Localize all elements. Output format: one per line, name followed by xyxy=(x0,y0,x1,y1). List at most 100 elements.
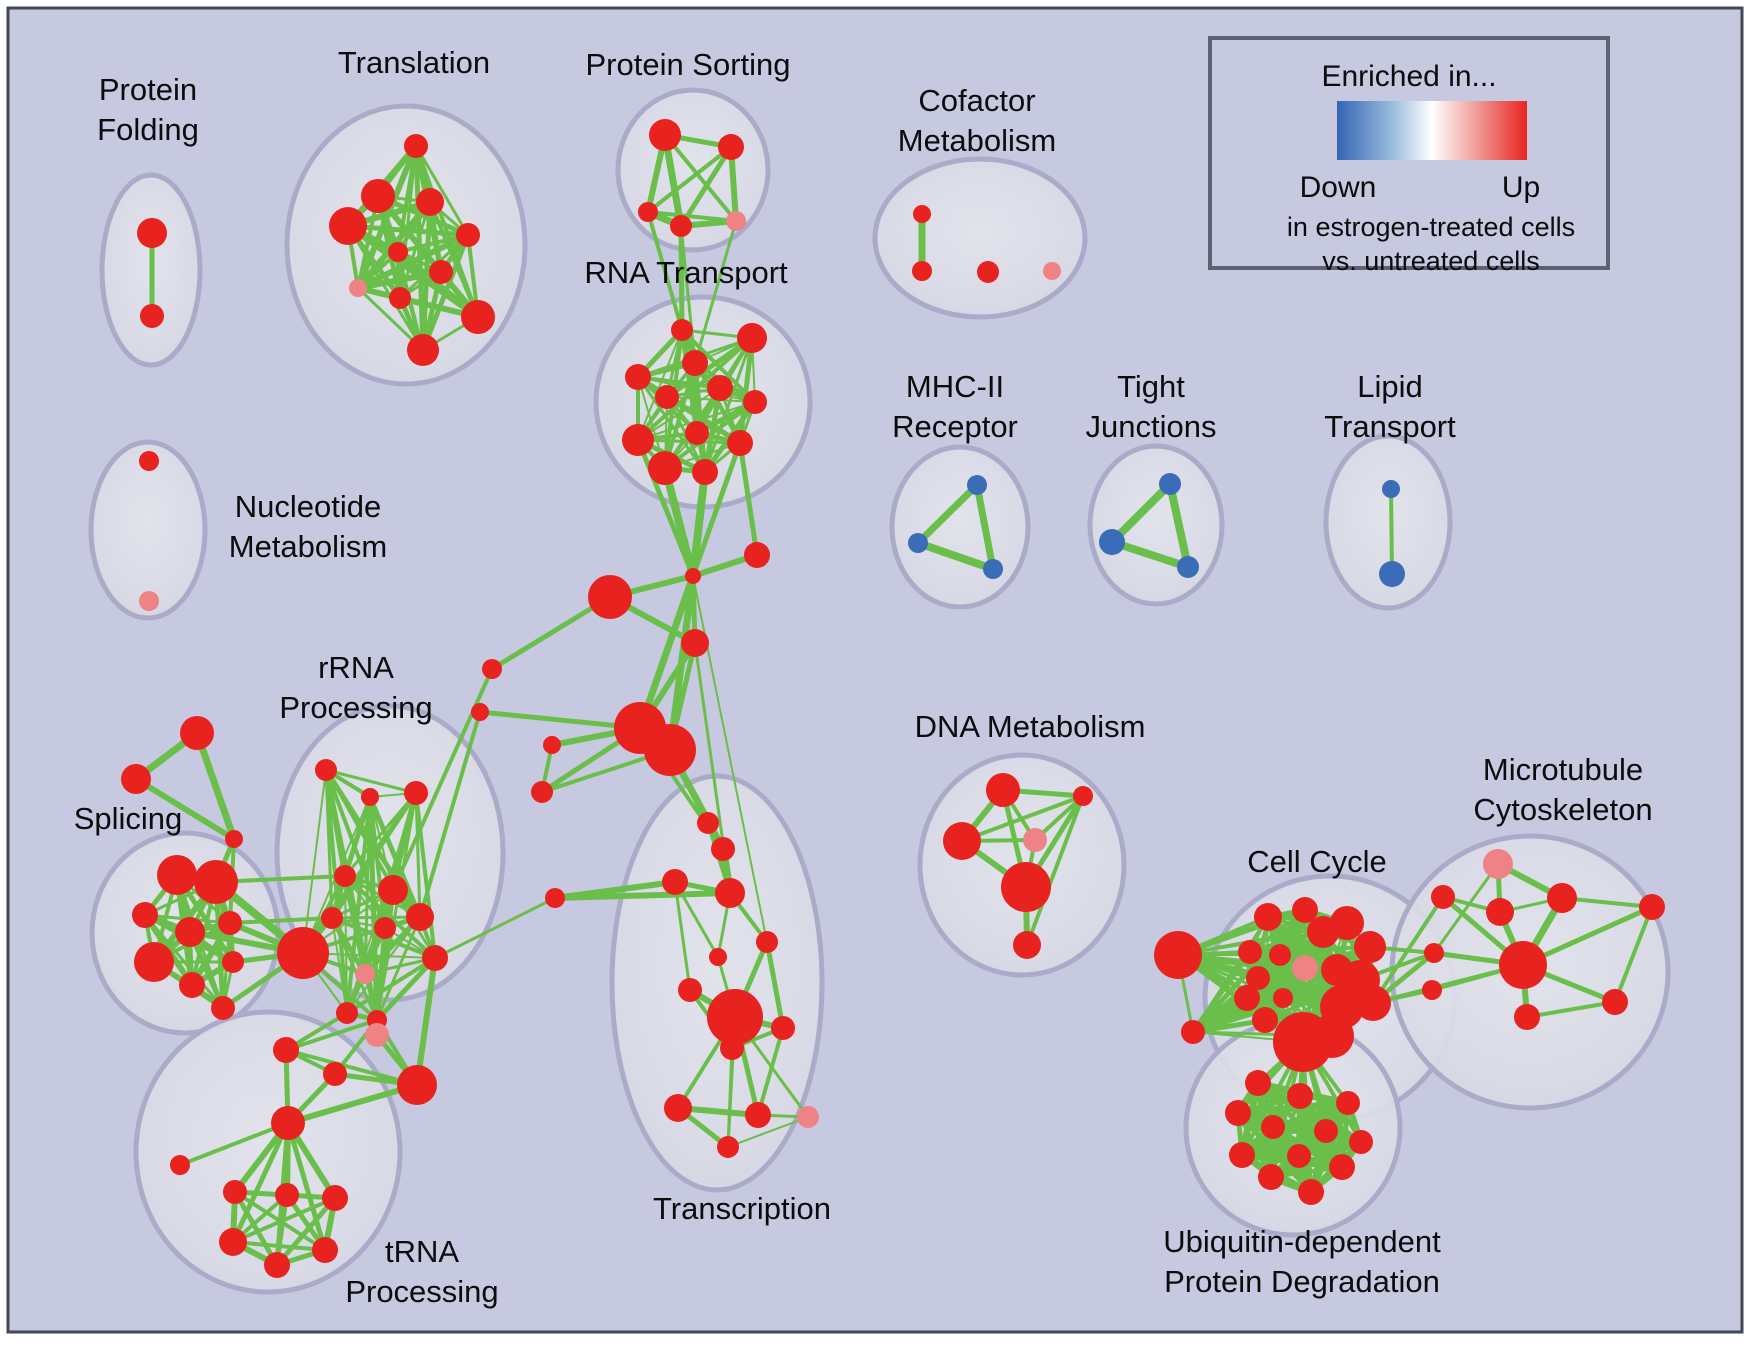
node-ubiquitin-degradation-10[interactable] xyxy=(1258,1164,1284,1190)
node-protein-sorting-1[interactable] xyxy=(718,134,744,160)
node-rrna-processing-6[interactable] xyxy=(374,917,396,939)
node-connector-3[interactable] xyxy=(681,629,709,657)
node-translation-0[interactable] xyxy=(404,134,428,158)
node-protein-folding-1[interactable] xyxy=(140,304,164,328)
node-transcription-10[interactable] xyxy=(664,1094,692,1122)
node-rna-transport-3[interactable] xyxy=(625,364,651,390)
node-mhc-ii-receptor-2[interactable] xyxy=(983,559,1003,579)
node-protein-sorting-3[interactable] xyxy=(670,215,692,237)
node-cell-cycle-5[interactable] xyxy=(1330,906,1364,940)
node-ubiquitin-degradation-2[interactable] xyxy=(1336,1091,1360,1115)
node-protein-sorting-4[interactable] xyxy=(726,211,746,231)
node-translation-10[interactable] xyxy=(407,334,439,366)
node-transcription-12[interactable] xyxy=(797,1106,819,1128)
node-rrna-processing-8[interactable] xyxy=(422,945,448,971)
node-microtubule-cytoskeleton-5[interactable] xyxy=(1602,989,1628,1015)
node-cell-cycle-15[interactable] xyxy=(1355,985,1391,1021)
node-transcription-2[interactable] xyxy=(662,869,688,895)
node-cofactor-metabolism-1[interactable] xyxy=(912,261,932,281)
node-ubiquitin-degradation-1[interactable] xyxy=(1287,1083,1313,1109)
node-ubiquitin-degradation-0[interactable] xyxy=(1245,1070,1271,1096)
node-connector-17[interactable] xyxy=(471,703,489,721)
node-nucleotide-metabolism-0[interactable] xyxy=(139,451,159,471)
node-nucleotide-metabolism-1[interactable] xyxy=(139,591,159,611)
node-microtubule-cytoskeleton-2[interactable] xyxy=(1486,898,1514,926)
node-ubiquitin-degradation-4[interactable] xyxy=(1261,1115,1285,1139)
node-rna-transport-5[interactable] xyxy=(655,385,679,409)
node-microtubule-cytoskeleton-6[interactable] xyxy=(1514,1004,1540,1030)
node-tight-junctions-1[interactable] xyxy=(1099,529,1125,555)
node-splicing-6[interactable] xyxy=(222,951,244,973)
node-rrna-processing-10[interactable] xyxy=(336,1002,358,1024)
node-ubiquitin-degradation-8[interactable] xyxy=(1287,1144,1311,1168)
node-connector-5[interactable] xyxy=(644,724,696,776)
node-transcription-9[interactable] xyxy=(720,1036,744,1060)
node-transcription-4[interactable] xyxy=(709,948,727,966)
node-connector-12[interactable] xyxy=(273,1037,299,1063)
node-tight-junctions-2[interactable] xyxy=(1177,556,1199,578)
node-dna-metabolism-3[interactable] xyxy=(1023,828,1047,852)
node-translation-9[interactable] xyxy=(461,300,495,334)
node-translation-2[interactable] xyxy=(416,188,444,216)
node-connector-7[interactable] xyxy=(531,781,553,803)
node-cell-cycle-7[interactable] xyxy=(1292,955,1318,981)
node-translation-1[interactable] xyxy=(361,179,395,213)
node-ubiquitin-degradation-11[interactable] xyxy=(1298,1179,1324,1205)
node-connector-6[interactable] xyxy=(543,736,561,754)
node-splicing-5[interactable] xyxy=(134,942,174,982)
node-trna-processing-3[interactable] xyxy=(275,1183,299,1207)
node-splicing-7[interactable] xyxy=(179,972,205,998)
node-cell-cycle-3[interactable] xyxy=(1292,897,1318,923)
node-rrna-processing-9[interactable] xyxy=(355,964,375,984)
node-microtubule-cytoskeleton-9[interactable] xyxy=(1639,894,1665,920)
node-rrna-processing-12[interactable] xyxy=(277,927,329,979)
node-trna-processing-6[interactable] xyxy=(312,1237,338,1263)
node-dna-metabolism-4[interactable] xyxy=(1001,862,1051,912)
node-microtubule-cytoskeleton-0[interactable] xyxy=(1483,849,1513,879)
node-cofactor-metabolism-2[interactable] xyxy=(977,261,999,283)
node-translation-4[interactable] xyxy=(456,223,480,247)
node-microtubule-cytoskeleton-1[interactable] xyxy=(1547,883,1577,913)
node-rna-transport-11[interactable] xyxy=(692,459,718,485)
node-ubiquitin-degradation-3[interactable] xyxy=(1225,1100,1251,1126)
node-microtubule-cytoskeleton-7[interactable] xyxy=(1424,943,1444,963)
node-rrna-processing-0[interactable] xyxy=(315,759,337,781)
node-translation-7[interactable] xyxy=(349,279,367,297)
node-rna-transport-1[interactable] xyxy=(737,323,767,353)
node-rna-transport-0[interactable] xyxy=(671,319,693,341)
node-rna-transport-7[interactable] xyxy=(685,421,709,445)
node-translation-5[interactable] xyxy=(388,242,408,262)
node-splicing-3[interactable] xyxy=(175,917,205,947)
node-rrna-processing-4[interactable] xyxy=(378,875,408,905)
node-transcription-0[interactable] xyxy=(697,812,719,834)
node-microtubule-cytoskeleton-8[interactable] xyxy=(1422,980,1442,1000)
node-ubiquitin-degradation-9[interactable] xyxy=(1329,1154,1355,1180)
node-rrna-processing-5[interactable] xyxy=(321,907,343,929)
node-rrna-processing-3[interactable] xyxy=(334,865,356,887)
node-microtubule-cytoskeleton-3[interactable] xyxy=(1431,885,1455,909)
node-connector-1[interactable] xyxy=(744,542,770,568)
node-rna-transport-10[interactable] xyxy=(648,451,682,485)
node-dna-metabolism-0[interactable] xyxy=(986,773,1020,807)
node-microtubule-cytoskeleton-4[interactable] xyxy=(1499,941,1547,989)
node-transcription-8[interactable] xyxy=(771,1016,795,1040)
node-ubiquitin-degradation-5[interactable] xyxy=(1314,1119,1338,1143)
node-connector-2[interactable] xyxy=(588,575,632,619)
node-connector-13[interactable] xyxy=(323,1062,347,1086)
node-dna-metabolism-2[interactable] xyxy=(943,822,981,860)
node-cell-cycle-13[interactable] xyxy=(1273,988,1293,1008)
node-translation-3[interactable] xyxy=(329,207,367,245)
node-rna-transport-8[interactable] xyxy=(622,424,654,456)
node-rna-transport-2[interactable] xyxy=(682,350,708,376)
node-rna-transport-9[interactable] xyxy=(727,430,753,456)
node-trna-processing-2[interactable] xyxy=(223,1180,247,1204)
node-splicing-4[interactable] xyxy=(218,911,242,935)
node-cell-cycle-17[interactable] xyxy=(1181,1020,1205,1044)
node-splicing-0[interactable] xyxy=(157,855,197,895)
node-translation-6[interactable] xyxy=(429,260,453,284)
node-rrna-processing-1[interactable] xyxy=(404,781,428,805)
node-trna-processing-1[interactable] xyxy=(170,1155,190,1175)
node-rrna-processing-2[interactable] xyxy=(361,788,379,806)
node-connector-0[interactable] xyxy=(685,568,701,584)
node-connector-9[interactable] xyxy=(180,716,214,750)
